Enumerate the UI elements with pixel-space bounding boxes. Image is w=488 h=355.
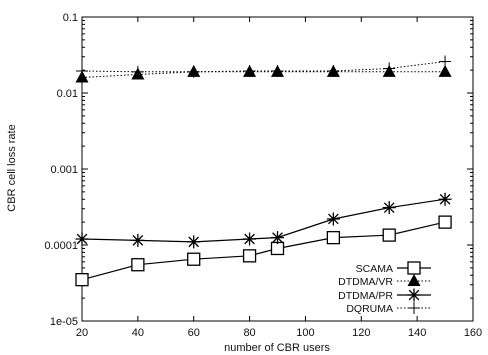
data-point xyxy=(271,64,284,77)
y-axis-title: CBR cell loss rate xyxy=(6,124,18,211)
x-tick-label: 160 xyxy=(464,327,482,339)
x-tick-label: 20 xyxy=(76,327,88,339)
x-axis-title: number of CBR users xyxy=(224,342,330,354)
y-tick-label: 0.1 xyxy=(63,12,78,24)
legend-marker xyxy=(407,274,421,286)
data-point xyxy=(439,55,452,68)
x-tick-label: 120 xyxy=(352,327,370,339)
series-line xyxy=(81,71,446,78)
series-scama xyxy=(75,215,452,287)
data-point xyxy=(187,252,201,266)
data-point xyxy=(270,241,285,256)
x-tick-label: 140 xyxy=(408,327,426,339)
data-point xyxy=(326,230,341,245)
data-point xyxy=(131,65,144,78)
series-line xyxy=(81,221,446,281)
data-point xyxy=(327,64,340,77)
legend-marker xyxy=(407,261,421,275)
data-point xyxy=(383,62,396,75)
data-point xyxy=(75,273,89,287)
series-dtdma-pr xyxy=(75,192,452,249)
legend-label: DQRUMA xyxy=(346,303,393,315)
series-line xyxy=(81,198,446,243)
data-point xyxy=(438,192,452,206)
y-tick-label: 0.01 xyxy=(57,88,78,100)
data-point xyxy=(187,65,200,78)
legend-marker xyxy=(407,288,421,302)
series-dtdma-vr xyxy=(75,64,452,83)
y-tick-label: 0.001 xyxy=(50,164,78,176)
data-point xyxy=(271,231,284,245)
x-tick-label: 100 xyxy=(296,327,314,339)
y-tick-label: 1e-05 xyxy=(50,316,78,328)
data-point xyxy=(243,64,256,77)
y-tick-label: 0.0001 xyxy=(44,240,78,252)
legend-label: SCAMA xyxy=(356,263,393,275)
data-point xyxy=(438,215,452,229)
data-point xyxy=(382,228,396,242)
data-point xyxy=(242,249,257,263)
data-point xyxy=(187,235,201,249)
series-dqruma xyxy=(76,55,452,78)
x-tick-label: 80 xyxy=(243,327,255,339)
data-point xyxy=(131,233,145,247)
data-point xyxy=(76,64,88,77)
data-point xyxy=(438,64,452,77)
data-point xyxy=(382,201,396,215)
data-point xyxy=(243,232,257,246)
data-point xyxy=(75,232,89,246)
series-line xyxy=(81,61,446,73)
x-tick-label: 40 xyxy=(132,327,144,339)
legend-label: DTDMA/VR xyxy=(338,276,393,288)
legend-marker xyxy=(408,302,420,314)
data-point xyxy=(131,258,145,272)
legend-label: DTDMA/PR xyxy=(338,290,393,302)
data-point xyxy=(326,212,340,226)
x-tick-label: 60 xyxy=(188,327,200,339)
